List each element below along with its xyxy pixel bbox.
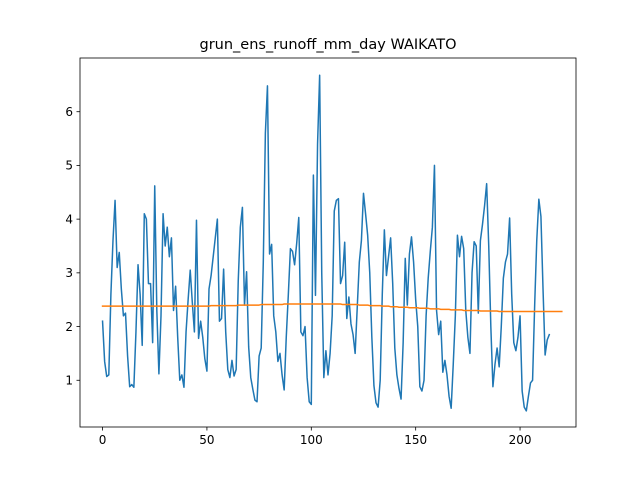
y-tick-label: 6 [65,105,73,119]
x-tick-label: 200 [509,433,532,447]
x-tick-label: 50 [199,433,214,447]
x-tick-label: 0 [99,433,107,447]
y-tick-label: 1 [65,374,73,388]
x-tick-label: 100 [300,433,323,447]
x-tick-label: 150 [404,433,427,447]
y-tick-label: 5 [65,159,73,173]
y-tick-label: 4 [65,212,73,226]
axes-layer: 0 50 100 150 200 1 2 3 4 5 6 [65,57,577,447]
series-line-1 [101,303,563,313]
chart-title: grun_ens_runoff_mm_day WAIKATO [200,37,457,53]
y-tick-label: 2 [65,320,73,334]
axes-frame [79,57,577,428]
series-layer [101,74,563,412]
series-line-0 [101,74,551,412]
y-tick-label: 3 [65,266,73,280]
